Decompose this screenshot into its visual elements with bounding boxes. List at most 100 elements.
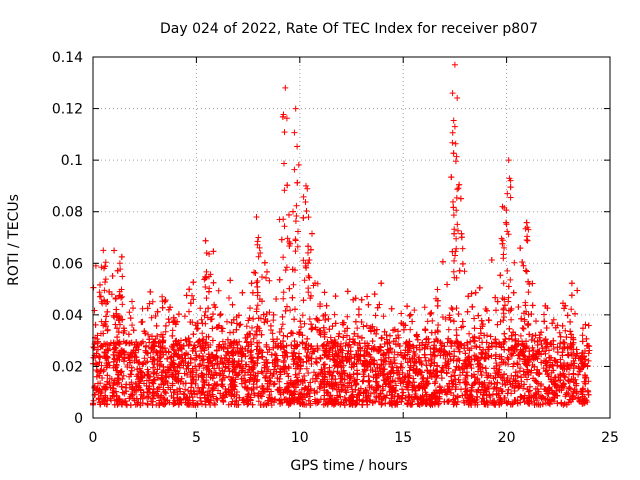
data-point: [434, 372, 441, 379]
data-point: [129, 298, 135, 305]
data-point: [526, 331, 533, 338]
data-point: [567, 385, 574, 392]
data-point: [442, 316, 449, 322]
data-point: [250, 335, 257, 342]
data-point: [130, 327, 137, 334]
data-point: [268, 402, 275, 409]
data-point: [136, 365, 143, 372]
data-point: [282, 307, 289, 314]
data-point: [90, 397, 97, 404]
data-point: [283, 115, 290, 122]
data-point: [525, 278, 532, 285]
data-point: [342, 342, 349, 349]
data-point: [183, 292, 190, 299]
data-point: [488, 353, 495, 360]
data-point: [247, 305, 253, 312]
data-point: [411, 307, 418, 314]
data-point: [395, 334, 402, 341]
data-point: [437, 339, 444, 346]
data-point: [181, 313, 188, 320]
data-point: [453, 326, 460, 333]
data-point: [305, 370, 312, 376]
data-point: [519, 325, 526, 331]
data-point: [358, 296, 365, 303]
data-point: [286, 285, 293, 292]
data-point: [435, 322, 442, 328]
data-point: [210, 311, 216, 318]
data-point: [288, 329, 295, 336]
data-point: [372, 312, 379, 319]
data-point: [135, 359, 142, 366]
data-point: [120, 348, 127, 355]
data-point: [369, 338, 376, 345]
data-point: [434, 286, 441, 293]
data-point: [459, 260, 466, 267]
data-point: [182, 386, 189, 393]
data-point: [528, 336, 535, 343]
data-point: [314, 280, 321, 287]
data-point: [421, 351, 428, 358]
data-point: [399, 364, 405, 371]
data-point: [344, 288, 351, 295]
data-point: [329, 323, 336, 330]
data-point: [311, 369, 317, 376]
data-point: [209, 325, 216, 332]
data-point: [455, 311, 462, 317]
data-point: [203, 295, 210, 302]
data-point: [515, 304, 522, 310]
data-point: [546, 354, 553, 361]
data-point: [242, 379, 249, 386]
data-point: [226, 373, 232, 380]
data-point: [459, 245, 466, 252]
data-point: [548, 378, 555, 385]
data-point: [506, 325, 513, 332]
data-point: [308, 292, 314, 299]
data-point: [139, 305, 146, 312]
data-point: [507, 184, 514, 191]
data-point: [332, 348, 339, 355]
data-point: [269, 330, 276, 337]
data-point: [297, 318, 304, 325]
data-point: [567, 318, 574, 325]
data-point: [237, 321, 244, 328]
data-point: [209, 337, 216, 344]
data-point: [227, 277, 234, 284]
data-point: [533, 318, 539, 325]
data-point: [209, 351, 216, 358]
data-point: [459, 318, 466, 325]
data-point: [312, 358, 319, 365]
data-point: [510, 289, 517, 296]
data-point: [529, 302, 536, 309]
data-point: [255, 398, 262, 405]
data-point: [360, 323, 367, 330]
data-point: [455, 185, 462, 192]
data-point: [579, 332, 586, 339]
data-point: [193, 367, 200, 374]
data-point: [283, 342, 290, 349]
data-points: [90, 61, 593, 409]
data-point: [225, 401, 232, 408]
data-point: [400, 326, 407, 333]
data-point: [193, 326, 200, 332]
data-point: [570, 370, 577, 377]
data-point: [331, 311, 338, 318]
data-point: [466, 358, 473, 364]
data-point: [445, 326, 452, 333]
data-point: [185, 387, 192, 394]
data-point: [486, 317, 492, 324]
data-point: [434, 328, 441, 335]
data-point: [279, 313, 286, 320]
data-point: [289, 294, 296, 301]
data-point: [143, 359, 149, 366]
data-point: [514, 360, 521, 367]
data-point: [338, 364, 345, 371]
data-point: [226, 368, 233, 375]
data-point: [344, 332, 350, 339]
data-point: [520, 325, 527, 332]
data-point: [524, 376, 530, 383]
data-point: [378, 280, 385, 287]
data-point: [109, 273, 116, 279]
data-point: [304, 335, 311, 342]
data-point: [335, 333, 342, 340]
data-point: [497, 272, 504, 279]
